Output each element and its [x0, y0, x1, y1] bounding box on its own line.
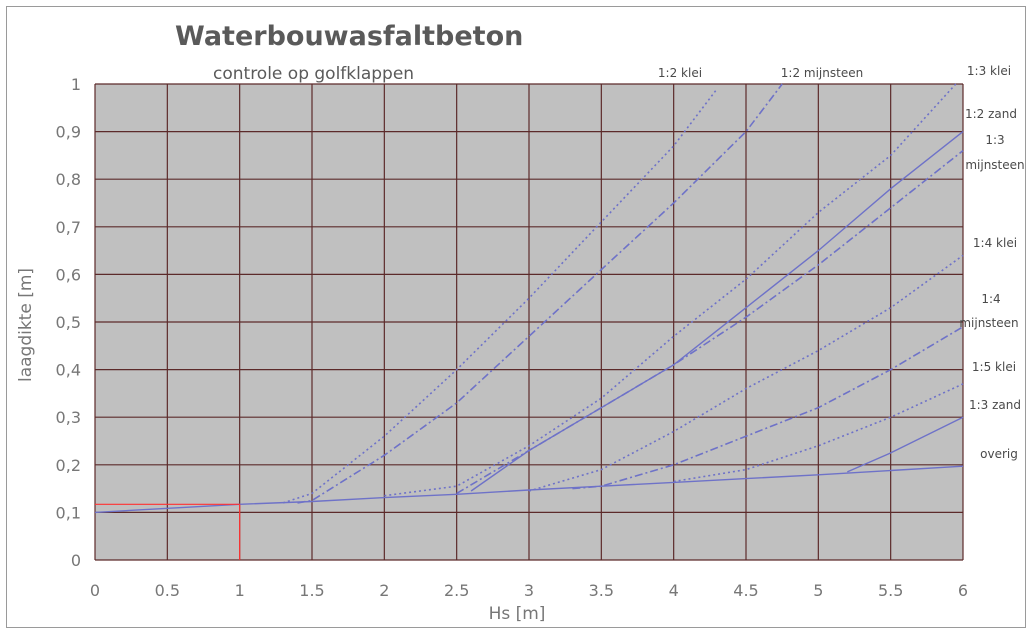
x-tick-label: 4.5: [733, 581, 758, 600]
chart-frame: Waterbouwasfaltbeton controle op golfkla…: [6, 6, 1026, 628]
y-tick-labels: 0 0,1 0,2 0,3 0,4 0,5 0,6 0,7 0,8 0,9 1: [56, 75, 81, 570]
x-tick-label: 4: [669, 581, 679, 600]
series-label-1-2-zand: 1:2 zand: [965, 107, 1017, 121]
x-tick-label: 5.5: [878, 581, 903, 600]
y-tick-label: 0,6: [56, 265, 81, 284]
y-tick-label: 0,7: [56, 218, 81, 237]
y-tick-label: 0,4: [56, 361, 81, 380]
y-axis-label: laagdikte [m]: [16, 268, 36, 382]
y-tick-label: 0,9: [56, 123, 81, 142]
x-tick-label: 0: [90, 581, 100, 600]
series-label-1-2-klei: 1:2 klei: [658, 66, 702, 80]
x-tick-label: 2: [379, 581, 389, 600]
x-tick-label: 0.5: [155, 581, 180, 600]
y-tick-label: 0,2: [56, 456, 81, 475]
grid: [94, 83, 964, 561]
series-label-1-4-mijnsteen-line1: 1:4: [981, 292, 1000, 306]
series-line-1-2-mijnsteen: [297, 83, 783, 504]
series-group: [94, 83, 964, 514]
x-tick-label: 3: [524, 581, 534, 600]
series-label-1-4-klei: 1:4 klei: [973, 236, 1017, 250]
marker-group: [95, 503, 241, 560]
y-tick-label: 0,8: [56, 170, 81, 189]
x-tick-labels: 0 0.5 1 1.5 2 2.5 3 3.5 4 4.5 5 5.5 6: [90, 581, 968, 600]
x-axis-label: Hs [m]: [489, 604, 546, 624]
series-line-1-2-klei: [282, 88, 718, 504]
series-label-overig: overig: [980, 447, 1018, 461]
series-line-1-3-mijnsteen: [456, 149, 964, 495]
chart: Waterbouwasfaltbeton controle op golfkla…: [16, 21, 1025, 624]
x-tick-label: 5: [813, 581, 823, 600]
y-tick-label: 0,3: [56, 408, 81, 427]
series-label-1-3-mijnsteen-line1: 1:3: [985, 133, 1004, 147]
series-line-1-4-klei: [528, 254, 964, 492]
x-tick-label: 2.5: [444, 581, 469, 600]
x-tick-label: 6: [958, 581, 968, 600]
series-line-1-4-mijnsteen: [572, 326, 964, 490]
series-line-1-3-klei: [384, 83, 957, 497]
series-line-1-3-zand: [847, 416, 964, 473]
x-tick-label: 1.5: [299, 581, 324, 600]
chart-subtitle: controle op golfklappen: [213, 64, 414, 84]
series-label-1-3-klei: 1:3 klei: [967, 64, 1011, 78]
series-label-1-3-mijnsteen-line2: mijnsteen: [965, 158, 1024, 172]
x-tick-label: 3.5: [589, 581, 614, 600]
series-label-1-2-mijnsteen: 1:2 mijnsteen: [781, 66, 863, 80]
series-label-1-5-klei: 1:5 klei: [972, 360, 1016, 374]
y-tick-label: 0: [71, 551, 81, 570]
chart-title: Waterbouwasfaltbeton: [175, 21, 523, 52]
series-label-1-4-mijnsteen-line2: mijnsteen: [959, 316, 1018, 330]
series-label-1-3-zand: 1:3 zand: [969, 398, 1021, 412]
y-tick-label: 1: [71, 75, 81, 94]
x-tick-label: 1: [235, 581, 245, 600]
y-tick-label: 0,1: [56, 503, 81, 522]
y-tick-label: 0,5: [56, 313, 81, 332]
